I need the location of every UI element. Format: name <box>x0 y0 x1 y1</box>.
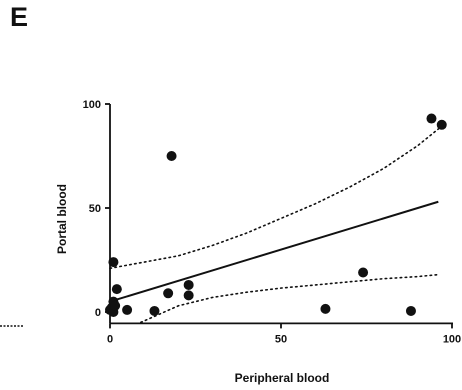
data-point <box>111 284 122 295</box>
x-tick-label: 0 <box>107 333 113 345</box>
data-point <box>358 267 369 278</box>
x-tick-label: 100 <box>443 333 461 345</box>
x-tick-label: 50 <box>275 333 287 345</box>
data-point <box>108 257 119 268</box>
panel-letter: E <box>10 2 29 32</box>
x-axis-title: Peripheral blood <box>235 371 330 385</box>
confidence-band-lower <box>140 273 440 324</box>
axes <box>105 103 453 329</box>
tick-labels: 0 50 100 0 50 100 <box>83 99 462 345</box>
data-points <box>105 113 447 317</box>
y-tick-label: 0 <box>95 307 101 319</box>
data-point <box>183 279 194 290</box>
data-point <box>122 304 133 315</box>
data-point <box>320 303 331 314</box>
confidence-bands <box>109 128 440 324</box>
data-point <box>163 288 174 299</box>
regression-line-group <box>109 200 439 303</box>
data-point <box>166 151 177 161</box>
data-point <box>110 300 121 311</box>
y-axis-title: Portal blood <box>55 184 69 254</box>
data-point <box>405 305 416 316</box>
data-point <box>426 113 437 124</box>
data-point <box>149 305 160 316</box>
y-tick-label: 100 <box>83 99 101 111</box>
data-point <box>436 119 447 130</box>
confidence-band-upper <box>109 128 440 270</box>
y-tick-label: 50 <box>89 203 101 215</box>
data-point <box>183 290 194 301</box>
regression-line <box>109 200 439 303</box>
